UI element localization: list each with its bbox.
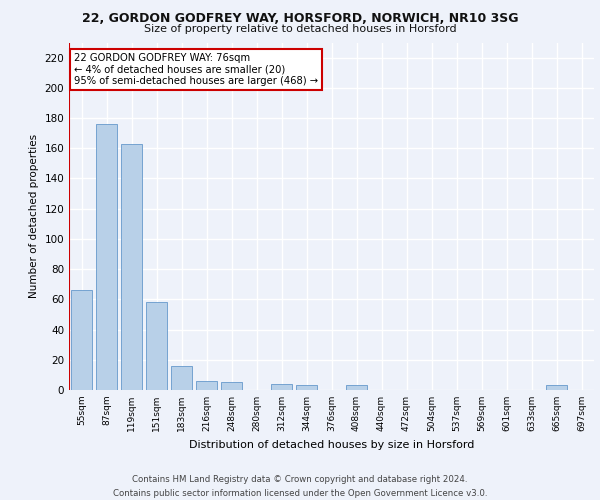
Bar [146,302,167,390]
Bar [196,381,217,390]
Bar [221,382,242,390]
Bar [171,366,192,390]
Bar [121,144,142,390]
Bar [271,384,292,390]
Bar [296,386,317,390]
Text: 22, GORDON GODFREY WAY, HORSFORD, NORWICH, NR10 3SG: 22, GORDON GODFREY WAY, HORSFORD, NORWIC… [82,12,518,26]
X-axis label: Distribution of detached houses by size in Horsford: Distribution of detached houses by size … [189,440,474,450]
Y-axis label: Number of detached properties: Number of detached properties [29,134,39,298]
Text: 22 GORDON GODFREY WAY: 76sqm
← 4% of detached houses are smaller (20)
95% of sem: 22 GORDON GODFREY WAY: 76sqm ← 4% of det… [74,53,319,86]
Bar [346,386,367,390]
Bar [71,290,92,390]
Text: Contains HM Land Registry data © Crown copyright and database right 2024.
Contai: Contains HM Land Registry data © Crown c… [113,476,487,498]
Text: Size of property relative to detached houses in Horsford: Size of property relative to detached ho… [143,24,457,34]
Bar [546,386,567,390]
Bar [96,124,117,390]
